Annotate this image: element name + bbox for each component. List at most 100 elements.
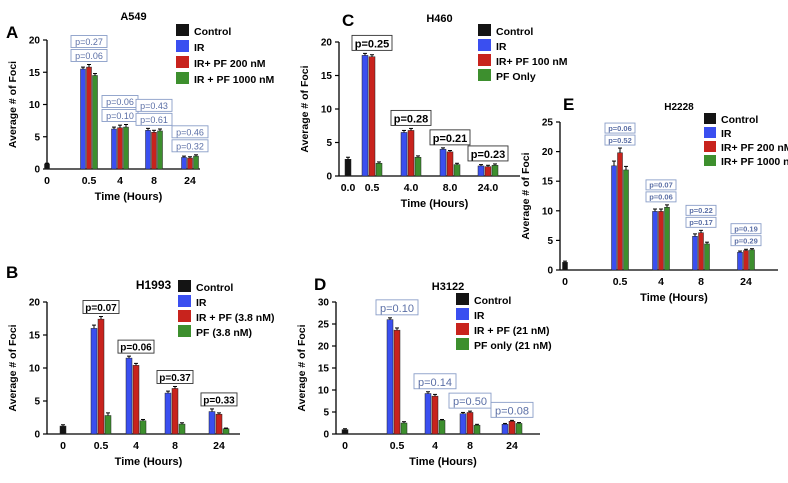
p-value-box bbox=[645, 191, 677, 203]
legend-swatch bbox=[478, 24, 491, 36]
p-value-label: p=0.33 bbox=[203, 395, 235, 406]
bar-ir-pf-100-nm bbox=[446, 151, 454, 177]
p-value-label: p=0.43 bbox=[140, 101, 168, 111]
p-value-box bbox=[645, 179, 677, 191]
p-value-box bbox=[685, 216, 717, 228]
bar-ir-pf-3-8-nm bbox=[215, 413, 223, 435]
p-value-label: p=0.06 bbox=[608, 124, 632, 133]
bar-ir bbox=[459, 413, 467, 435]
bar-pf-only bbox=[375, 163, 383, 177]
legend-swatch bbox=[478, 39, 491, 51]
bar-ir-pf-200-nm bbox=[187, 157, 193, 170]
y-tick-label: 20 bbox=[29, 298, 41, 309]
p-value-label: p=0.06 bbox=[75, 51, 103, 61]
y-tick-label: 20 bbox=[321, 38, 333, 49]
legend-swatch bbox=[176, 24, 189, 36]
panel-d: D H3122 0 5 10 15 20 25 30 0 0.5 4 8 24 Time (Hours) Av… bbox=[296, 275, 552, 468]
legend-swatch bbox=[704, 141, 716, 152]
bar-ir-pf-21-nm bbox=[508, 420, 516, 435]
legend-label: PF Only bbox=[496, 71, 536, 83]
legend-label: Control bbox=[474, 295, 511, 307]
y-tick-label: 10 bbox=[542, 206, 554, 217]
bar-control bbox=[59, 425, 67, 435]
y-tick-label: 15 bbox=[29, 331, 41, 342]
bar-pf-only-21-nm bbox=[515, 423, 523, 435]
panel-e: E H2228 0 5 10 15 20 25 0 0.5 4 8 24 Time (Hours) Aver… bbox=[520, 95, 788, 304]
x-tick-label: 0.5 bbox=[390, 440, 405, 452]
bar-ir bbox=[208, 411, 216, 435]
bar-ir-pf-21-nm bbox=[431, 395, 439, 435]
p-value-box bbox=[490, 401, 534, 418]
legend-label: PF only (21 nM) bbox=[474, 340, 552, 352]
legend-swatch bbox=[176, 72, 189, 84]
x-tick-label: 8 bbox=[698, 276, 704, 288]
x-axis-label: Time (Hours) bbox=[95, 191, 163, 203]
bar-ir bbox=[111, 128, 117, 170]
p-value-label: p=0.08 bbox=[495, 405, 529, 417]
p-value-box bbox=[351, 34, 393, 51]
legend-label: IR bbox=[194, 42, 205, 54]
panel-letter: D bbox=[314, 275, 326, 294]
p-value-label: p=0.46 bbox=[176, 127, 204, 137]
p-value-label: p=0.07 bbox=[85, 303, 117, 314]
x-tick-label: 0 bbox=[562, 276, 568, 288]
x-tick-label: 8 bbox=[151, 175, 157, 187]
bar-ir-pf-3-8-nm bbox=[132, 365, 140, 435]
p-value-label: p=0.06 bbox=[106, 97, 134, 107]
x-tick-label: 8 bbox=[172, 440, 178, 452]
legend-swatch bbox=[456, 308, 469, 320]
p-value-label: p=0.50 bbox=[453, 396, 487, 408]
y-tick-label: 0 bbox=[326, 172, 332, 183]
x-tick-label: 0.5 bbox=[82, 175, 97, 187]
panel-letter: E bbox=[563, 95, 574, 114]
bar-ir bbox=[477, 165, 485, 177]
bar-ir-pf-1000-nm bbox=[123, 126, 129, 170]
y-tick-label: 15 bbox=[318, 364, 330, 375]
legend-swatch bbox=[178, 310, 191, 322]
p-value-label: p=0.37 bbox=[159, 373, 191, 384]
legend-swatch bbox=[176, 56, 189, 68]
bar-pf-3-8-nm bbox=[139, 420, 147, 435]
bar-pf-3-8-nm bbox=[222, 428, 230, 435]
legend-label: Control bbox=[196, 282, 233, 294]
panel-c: C H460 0 5 10 15 20 0.0 0.5 4.0 8.0 24.0 Time (Hours… bbox=[299, 11, 568, 210]
p-value-box bbox=[604, 134, 636, 146]
p-value-box bbox=[135, 112, 173, 126]
y-tick-label: 25 bbox=[542, 118, 554, 129]
bar-ir bbox=[424, 393, 432, 435]
p-value-box bbox=[82, 300, 120, 314]
y-tick-label: 30 bbox=[318, 298, 330, 309]
y-tick-label: 5 bbox=[34, 132, 40, 143]
y-tick-label: 10 bbox=[318, 386, 330, 397]
y-tick-label: 5 bbox=[326, 138, 332, 149]
bar-ir-pf-21-nm bbox=[393, 329, 401, 435]
x-axis-label: Time (Hours) bbox=[409, 456, 477, 468]
bar-control bbox=[344, 159, 352, 177]
bar-ir-pf-1000-nm bbox=[193, 155, 199, 170]
bar-pf-only bbox=[414, 156, 422, 177]
p-value-box bbox=[429, 129, 471, 146]
x-tick-label: 24 bbox=[740, 276, 752, 288]
panel-letter: A bbox=[6, 23, 18, 42]
x-tick-label: 0.5 bbox=[613, 276, 628, 288]
legend-swatch bbox=[478, 54, 491, 66]
legend-label: IR bbox=[496, 41, 507, 53]
bar-ir-pf-1000-nm bbox=[623, 169, 629, 271]
p-value-box bbox=[390, 109, 432, 126]
legend-label: IR+ PF 1000 nM bbox=[721, 156, 788, 168]
bar-ir-pf-200-nm bbox=[617, 152, 623, 271]
x-tick-label: 4 bbox=[658, 276, 664, 288]
p-value-label: p=0.19 bbox=[734, 224, 758, 233]
legend-swatch bbox=[478, 69, 491, 81]
p-value-label: p=0.10 bbox=[106, 111, 134, 121]
bar-ir bbox=[80, 68, 86, 170]
y-tick-label: 0 bbox=[547, 266, 553, 277]
legend-label: IR+ PF 100 nM bbox=[496, 56, 568, 68]
x-tick-label: 0 bbox=[342, 440, 348, 452]
p-value-box bbox=[135, 98, 173, 112]
legend-swatch bbox=[178, 295, 191, 307]
p-value-label: p=0.07 bbox=[649, 181, 673, 190]
bar-ir bbox=[181, 157, 187, 170]
bar-ir bbox=[501, 424, 509, 435]
legend-swatch bbox=[176, 40, 189, 52]
